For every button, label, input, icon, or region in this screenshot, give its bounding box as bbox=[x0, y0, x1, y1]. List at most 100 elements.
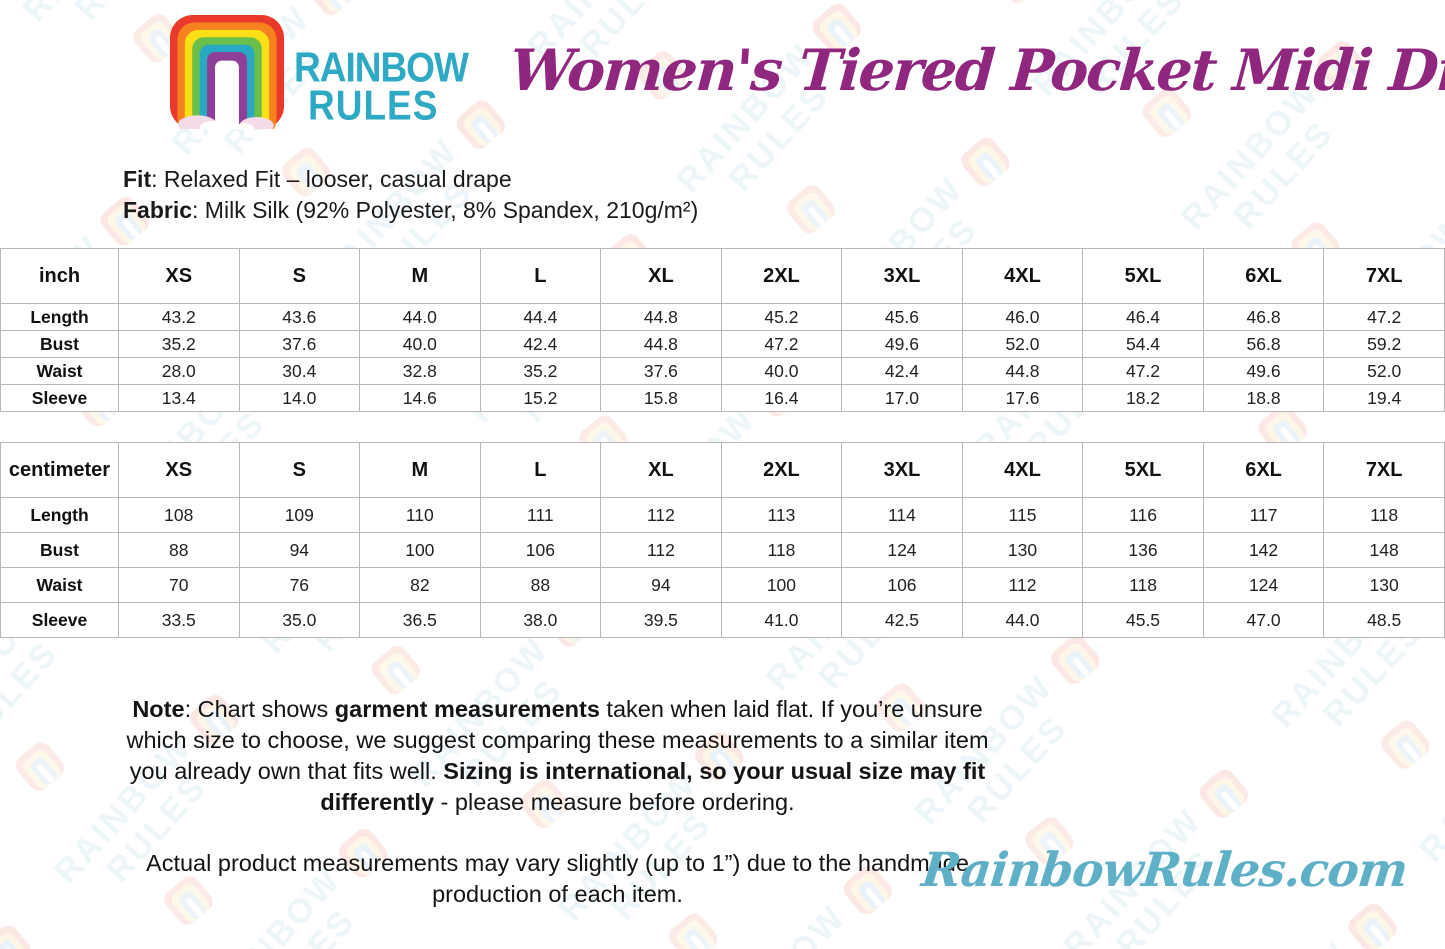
size-column-header: XS bbox=[118, 248, 240, 304]
measurement-value: 17.6 bbox=[961, 384, 1084, 412]
size-column-header: XL bbox=[600, 248, 722, 304]
note-paragraph: Note: Chart shows garment measurements t… bbox=[105, 694, 1010, 818]
measurement-label: Waist bbox=[0, 567, 119, 603]
measurement-value: 28.0 bbox=[118, 357, 240, 385]
page-header: RAINBOW RULES Women's Tiered Pocket Midi… bbox=[0, 0, 1445, 150]
measurement-value: 47.0 bbox=[1202, 602, 1325, 638]
measurement-value: 106 bbox=[841, 567, 963, 603]
measurement-value: 18.2 bbox=[1082, 384, 1204, 412]
measurement-value: 46.0 bbox=[961, 303, 1084, 331]
measurement-value: 37.6 bbox=[238, 330, 361, 358]
measurement-value: 115 bbox=[961, 497, 1084, 533]
text-segment: Fabric bbox=[123, 197, 193, 223]
measurement-value: 113 bbox=[720, 497, 843, 533]
measurement-value: 118 bbox=[1082, 567, 1204, 603]
measurement-value: 46.8 bbox=[1202, 303, 1325, 331]
size-column-header: 7XL bbox=[1323, 442, 1445, 498]
measurement-row: Waist 70 76 82 88 94 100 106 112 118 124 130 bbox=[0, 567, 1445, 603]
measurement-value: 94 bbox=[238, 532, 361, 568]
measurement-value: 30.4 bbox=[238, 357, 361, 385]
measurement-value: 18.8 bbox=[1202, 384, 1325, 412]
measurement-value: 56.8 bbox=[1202, 330, 1325, 358]
measurement-value: 110 bbox=[359, 497, 481, 533]
measurement-value: 35.2 bbox=[118, 330, 240, 358]
measurement-value: 54.4 bbox=[1082, 330, 1204, 358]
measurement-value: 43.6 bbox=[238, 303, 361, 331]
size-column-header: M bbox=[359, 442, 481, 498]
text-segment: garment measurements bbox=[334, 696, 600, 722]
size-column-header: 2XL bbox=[720, 248, 843, 304]
measurement-row: Bust 88 94 100 106 112 118 124 130 136 142 148 bbox=[0, 532, 1445, 568]
measurement-value: 14.6 bbox=[359, 384, 481, 412]
text-segment: Note bbox=[132, 696, 185, 722]
measurement-value: 42.5 bbox=[841, 602, 963, 638]
measurement-value: 111 bbox=[479, 497, 602, 533]
size-table-centimeter: centimeter XS S M L XL 2XL 3XL 4XL 5XL 6XL 7XL Leng… bbox=[0, 442, 1445, 638]
measurement-value: 100 bbox=[720, 567, 843, 603]
measurement-value: 94 bbox=[600, 567, 722, 603]
text-segment: : Relaxed Fit – looser, casual drape bbox=[151, 166, 512, 192]
measurement-value: 114 bbox=[841, 497, 963, 533]
measurement-value: 43.2 bbox=[118, 303, 240, 331]
measurement-value: 39.5 bbox=[600, 602, 722, 638]
measurement-value: 37.6 bbox=[600, 357, 722, 385]
measurement-value: 45.2 bbox=[720, 303, 843, 331]
brand-logo: RAINBOW RULES bbox=[170, 15, 469, 129]
measurement-value: 48.5 bbox=[1323, 602, 1445, 638]
measurement-value: 47.2 bbox=[720, 330, 843, 358]
measurement-value: 44.8 bbox=[961, 357, 1084, 385]
size-column-header: 6XL bbox=[1202, 442, 1325, 498]
measurement-value: 117 bbox=[1202, 497, 1325, 533]
size-column-header: 5XL bbox=[1082, 442, 1204, 498]
measurement-value: 19.4 bbox=[1323, 384, 1445, 412]
measurement-label: Waist bbox=[0, 357, 119, 385]
measurement-value: 44.8 bbox=[600, 330, 722, 358]
measurement-value: 36.5 bbox=[359, 602, 481, 638]
measurement-value: 41.0 bbox=[720, 602, 843, 638]
measurement-label: Bust bbox=[0, 330, 119, 358]
size-column-header: 2XL bbox=[720, 442, 843, 498]
measurement-value: 52.0 bbox=[961, 330, 1084, 358]
product-info: Fit: Relaxed Fit – looser, casual drape … bbox=[123, 164, 1445, 226]
measurement-value: 35.2 bbox=[479, 357, 602, 385]
measurement-row: Sleeve 13.4 14.0 14.6 15.2 15.8 16.4 17.0 17.6 18… bbox=[0, 384, 1445, 412]
measurement-value: 44.0 bbox=[961, 602, 1084, 638]
size-column-header: S bbox=[238, 442, 361, 498]
measurement-value: 88 bbox=[118, 532, 240, 568]
measurement-value: 32.8 bbox=[359, 357, 481, 385]
measurement-value: 45.6 bbox=[841, 303, 963, 331]
measurement-value: 109 bbox=[238, 497, 361, 533]
measurement-value: 33.5 bbox=[118, 602, 240, 638]
measurement-value: 100 bbox=[359, 532, 481, 568]
measurement-value: 14.0 bbox=[238, 384, 361, 412]
measurement-label: Length bbox=[0, 303, 119, 331]
measurement-value: 88 bbox=[479, 567, 602, 603]
measurement-value: 38.0 bbox=[479, 602, 602, 638]
brand-logo-text: RAINBOW RULES bbox=[294, 47, 469, 127]
measurement-row: Length 108 109 110 111 112 113 114 115 116 117 118 bbox=[0, 497, 1445, 533]
measurement-value: 45.5 bbox=[1082, 602, 1204, 638]
measurement-value: 124 bbox=[1202, 567, 1325, 603]
measurement-value: 16.4 bbox=[720, 384, 843, 412]
size-column-header: 6XL bbox=[1202, 248, 1325, 304]
measurement-value: 40.0 bbox=[359, 330, 481, 358]
size-column-header: XS bbox=[118, 442, 240, 498]
fabric-line: Fabric: Milk Silk (92% Polyester, 8% Spa… bbox=[123, 195, 1445, 226]
measurement-label: Sleeve bbox=[0, 384, 119, 412]
size-column-header: XL bbox=[600, 442, 722, 498]
measurement-value: 106 bbox=[479, 532, 602, 568]
text-segment: : Milk Silk (92% Polyester, 8% Spandex, … bbox=[192, 197, 699, 223]
measurement-value: 130 bbox=[1323, 567, 1445, 603]
measurement-value: 15.2 bbox=[479, 384, 602, 412]
size-column-header: 3XL bbox=[841, 442, 963, 498]
measurement-value: 59.2 bbox=[1323, 330, 1445, 358]
text-segment: : Chart shows bbox=[184, 696, 335, 722]
measurement-value: 35.0 bbox=[238, 602, 361, 638]
size-column-header: L bbox=[479, 442, 602, 498]
size-column-header: 4XL bbox=[961, 248, 1084, 304]
measurement-value: 108 bbox=[118, 497, 240, 533]
unit-header-cell: centimeter bbox=[0, 442, 119, 498]
measurement-value: 17.0 bbox=[841, 384, 963, 412]
measurement-value: 118 bbox=[720, 532, 843, 568]
text-segment: Fit bbox=[123, 166, 152, 192]
